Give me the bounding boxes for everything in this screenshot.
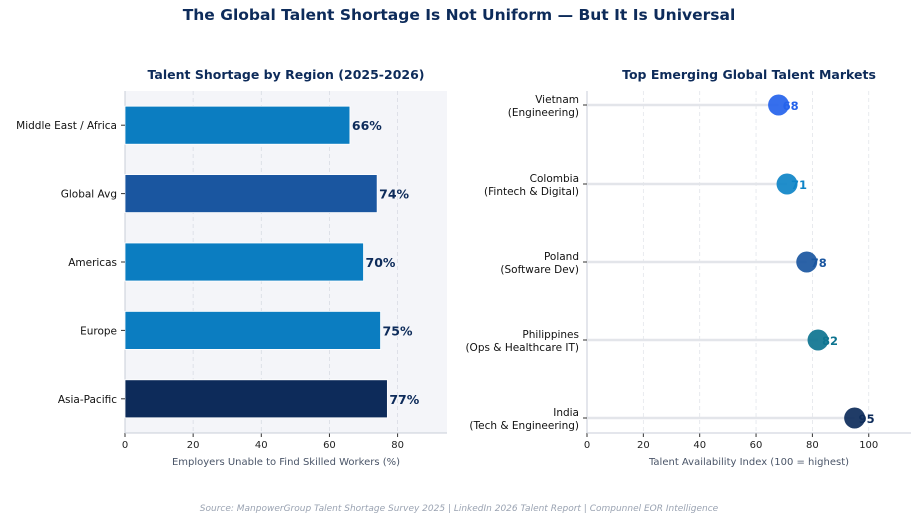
data-label: 74% [379, 187, 409, 202]
lollipop-marker [768, 94, 790, 116]
x-tick-label: 20 [637, 440, 650, 451]
y-tick-label: Asia-Pacific [58, 394, 117, 406]
y-tick-label: Poland [544, 251, 579, 263]
figure-title: The Global Talent Shortage Is Not Unifor… [183, 6, 736, 24]
x-tick-label: 40 [255, 440, 268, 451]
data-label: 77% [389, 392, 419, 407]
lollipop-marker [807, 329, 829, 351]
x-tick-label: 60 [323, 440, 336, 451]
x-tick-label: 80 [391, 440, 404, 451]
bar [124, 379, 388, 419]
x-tick-label: 20 [187, 440, 200, 451]
y-tick-label: Middle East / Africa [16, 120, 117, 132]
x-tick-label: 100 [859, 440, 878, 451]
y-tick-label: Vietnam [535, 94, 579, 106]
y-tick-label: India [553, 407, 579, 419]
bar [124, 310, 381, 350]
y-tick-label: (Fintech & Digital) [484, 186, 579, 198]
y-tick-label: Europe [80, 325, 117, 337]
y-tick-label: (Software Dev) [500, 264, 579, 276]
x-tick-label: 0 [122, 440, 128, 451]
y-tick-label: Colombia [530, 173, 579, 185]
x-tick-label: 40 [693, 440, 706, 451]
bar [124, 174, 378, 214]
region-bar-chart: Talent Shortage by Region (2025-2026) Em… [16, 67, 447, 468]
bar [124, 242, 364, 282]
data-label: 70% [366, 255, 396, 270]
left-x-axis-label: Employers Unable to Find Skilled Workers… [172, 457, 400, 468]
y-tick-label: (Tech & Engineering) [469, 420, 579, 432]
source-note: Source: ManpowerGroup Talent Shortage Su… [200, 504, 719, 514]
data-label: 75% [383, 323, 413, 338]
left-chart-title: Talent Shortage by Region (2025-2026) [148, 67, 425, 82]
y-tick-label: (Ops & Healthcare IT) [465, 342, 579, 354]
x-tick-label: 0 [584, 440, 590, 451]
bar [124, 105, 351, 145]
right-x-axis-label: Talent Availability Index (100 = highest… [648, 457, 849, 468]
lollipop-marker [844, 407, 866, 429]
x-tick-label: 80 [806, 440, 819, 451]
right-chart-title: Top Emerging Global Talent Markets [622, 67, 876, 82]
lollipop-marker [796, 251, 818, 273]
y-tick-label: (Engineering) [508, 107, 579, 119]
y-tick-label: Global Avg [61, 189, 117, 201]
data-label: 66% [352, 118, 382, 133]
y-tick-label: Americas [68, 257, 117, 269]
x-tick-label: 60 [750, 440, 763, 451]
lollipop-marker [776, 173, 798, 195]
talent-markets-lollipop-chart: Top Emerging Global Talent Markets Talen… [465, 67, 911, 468]
y-tick-label: Philippines [522, 329, 579, 341]
